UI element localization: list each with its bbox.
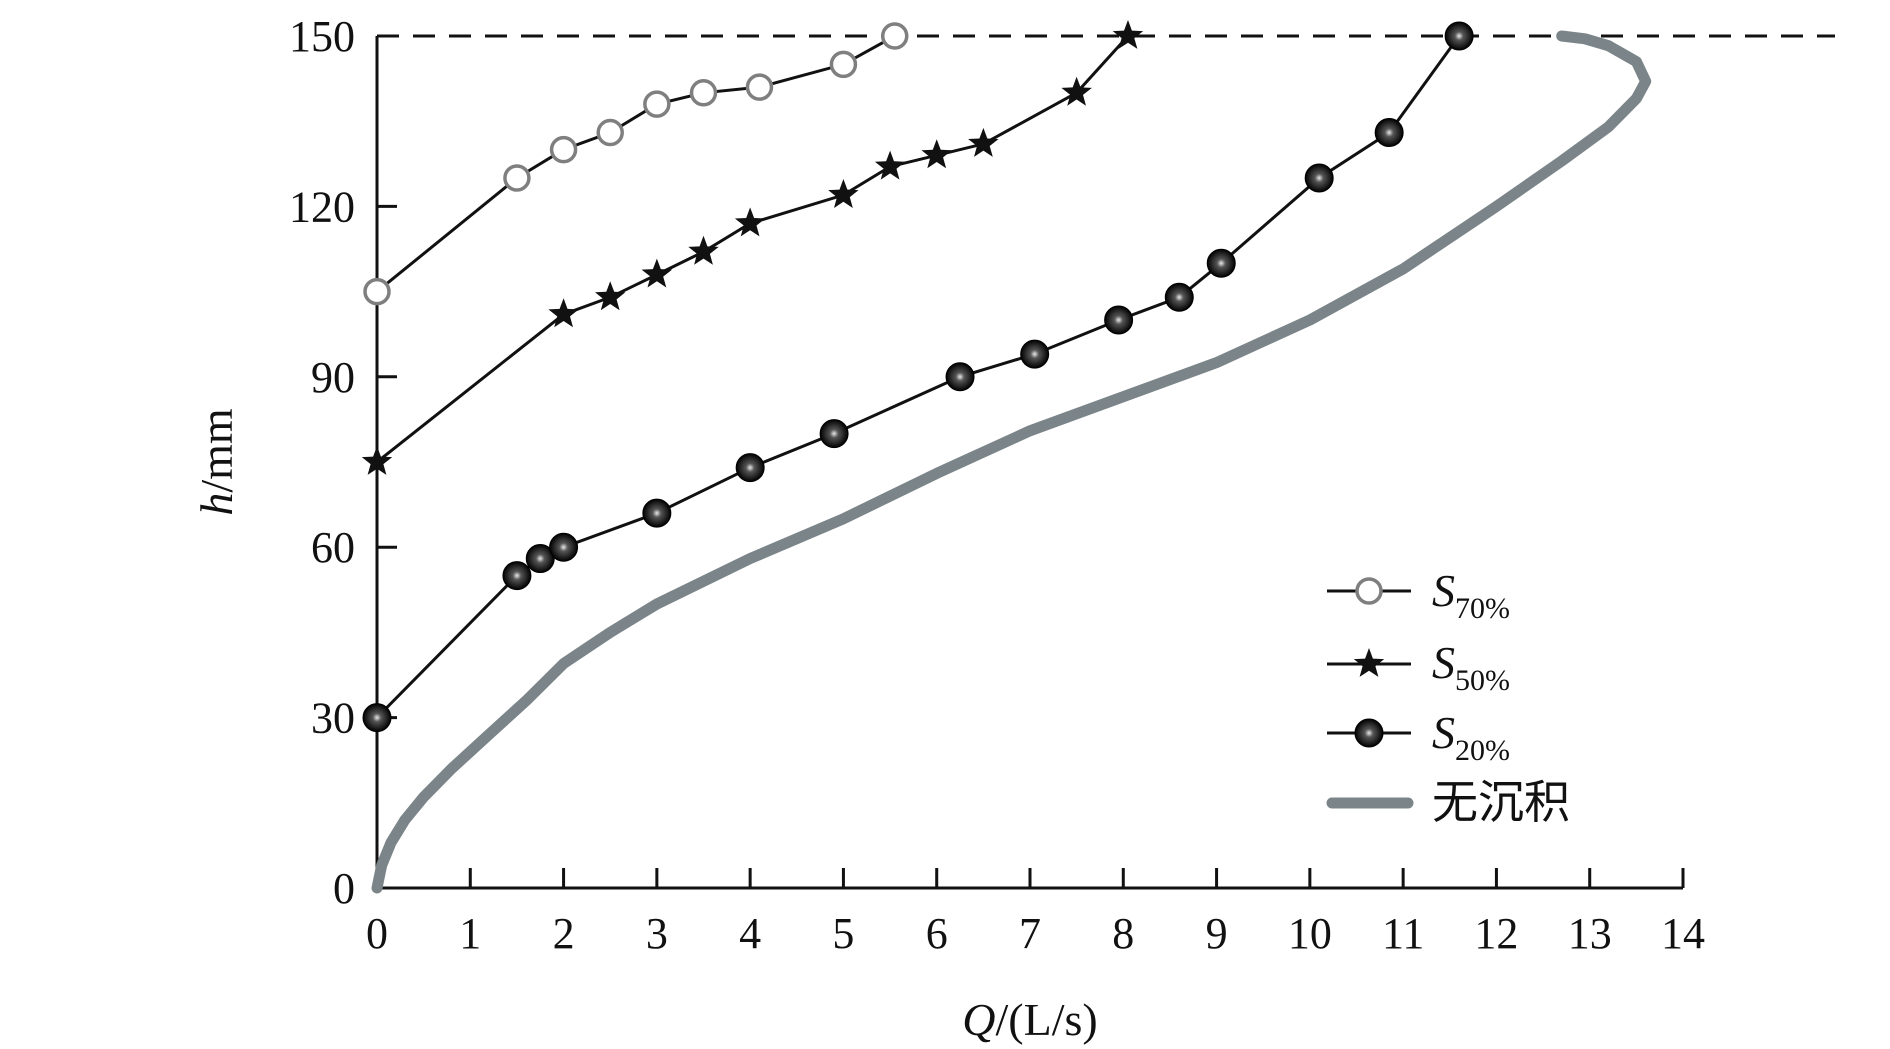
series-S70%	[363, 22, 909, 306]
x-tick-label: 4	[739, 909, 761, 958]
marker-ball	[1374, 118, 1404, 148]
marker-ball	[549, 532, 579, 562]
marker-ball	[945, 362, 975, 392]
marker-star	[548, 298, 579, 328]
y-axis-title: h/mm	[191, 408, 242, 516]
series-line-no-deposition	[371, 30, 1652, 894]
marker-ball	[1304, 163, 1334, 193]
legend-label-main: S	[1432, 565, 1455, 616]
y-tick-label: 60	[311, 523, 355, 572]
legend-label-main: S	[1432, 637, 1455, 688]
marker-open-circle	[689, 79, 718, 107]
x-tick-label: 3	[646, 909, 668, 958]
legend-label-s20: S20%	[1432, 707, 1510, 767]
legend-label-no-deposition: 无沉积	[1432, 775, 1570, 829]
marker-ball	[1020, 339, 1050, 369]
marker-star	[595, 281, 626, 311]
x-tick-label: 10	[1288, 909, 1332, 958]
x-tick-label: 0	[366, 909, 388, 958]
marker-ball	[819, 419, 849, 449]
marker-open-circle	[503, 164, 531, 192]
marker-star	[1061, 76, 1092, 106]
series-S20%	[362, 21, 1474, 733]
marker-ball	[1104, 305, 1134, 335]
x-tick-label: 6	[926, 909, 948, 958]
x-axis-title-unit: /(L/s)	[996, 994, 1098, 1045]
marker-ball	[735, 453, 765, 483]
series-S50%	[361, 20, 1144, 475]
x-axis-title: Q/(L/s)	[962, 994, 1097, 1045]
marker-ball	[502, 561, 532, 591]
marker-ball	[1444, 21, 1474, 51]
x-tick-label: 13	[1568, 909, 1612, 958]
y-tick-label: 120	[289, 182, 355, 231]
marker-star	[921, 139, 952, 169]
y-tick-label: 90	[311, 353, 355, 402]
marker-open-circle	[880, 22, 909, 50]
series-layer	[361, 20, 1652, 894]
marker-star	[968, 127, 999, 157]
x-tick-label: 2	[553, 909, 575, 958]
x-tick-label: 7	[1019, 909, 1041, 958]
marker-star	[1112, 20, 1144, 49]
marker-ball	[642, 498, 672, 528]
legend-label-main: S	[1432, 707, 1455, 758]
marker-star	[734, 207, 766, 237]
marker-open-circle	[549, 135, 578, 164]
x-tick-label: 14	[1661, 909, 1705, 958]
legend-label-sub: 20%	[1455, 734, 1510, 767]
legend: S70% S50% S20% 无沉积	[1326, 565, 1570, 829]
x-axis-title-var: Q	[962, 994, 995, 1045]
legend-label-s70: S70%	[1432, 565, 1510, 625]
y-tick-label: 150	[289, 12, 355, 61]
marker-star	[1353, 648, 1385, 677]
marker-star	[874, 150, 906, 180]
series-line	[376, 34, 1130, 464]
series-line	[376, 34, 896, 293]
x-tick-label: 11	[1382, 909, 1424, 958]
x-tick-label: 9	[1206, 909, 1228, 958]
legend-label-sub: 50%	[1455, 664, 1510, 697]
marker-open-circle	[596, 118, 624, 147]
marker-star	[361, 446, 393, 475]
marker-star	[641, 258, 673, 288]
marker-open-circle	[643, 90, 671, 118]
x-tick-label: 5	[832, 909, 854, 958]
marker-ball	[1354, 718, 1384, 748]
marker-open-circle	[745, 73, 774, 101]
marker-ball	[362, 703, 392, 733]
y-axis-title-var: h	[191, 493, 242, 516]
marker-open-circle	[829, 50, 858, 79]
legend-label-sub: 70%	[1455, 592, 1510, 625]
marker-star	[828, 179, 859, 208]
series-line	[375, 35, 1461, 719]
marker-ball	[1164, 282, 1194, 312]
legend-label-s50: S50%	[1432, 637, 1510, 697]
marker-ball	[1206, 248, 1236, 278]
y-axis-title-unit: /mm	[191, 408, 242, 493]
x-tick-label: 12	[1474, 909, 1518, 958]
marker-open-circle	[1355, 577, 1383, 605]
marker-open-circle	[363, 277, 391, 306]
series-无沉积	[371, 30, 1652, 894]
marker-ball	[525, 544, 555, 574]
y-tick-label: 30	[311, 694, 355, 743]
x-tick-label: 1	[459, 909, 481, 958]
y-tick-label: 0	[333, 864, 355, 913]
marker-star	[688, 235, 719, 265]
x-tick-label: 8	[1112, 909, 1134, 958]
